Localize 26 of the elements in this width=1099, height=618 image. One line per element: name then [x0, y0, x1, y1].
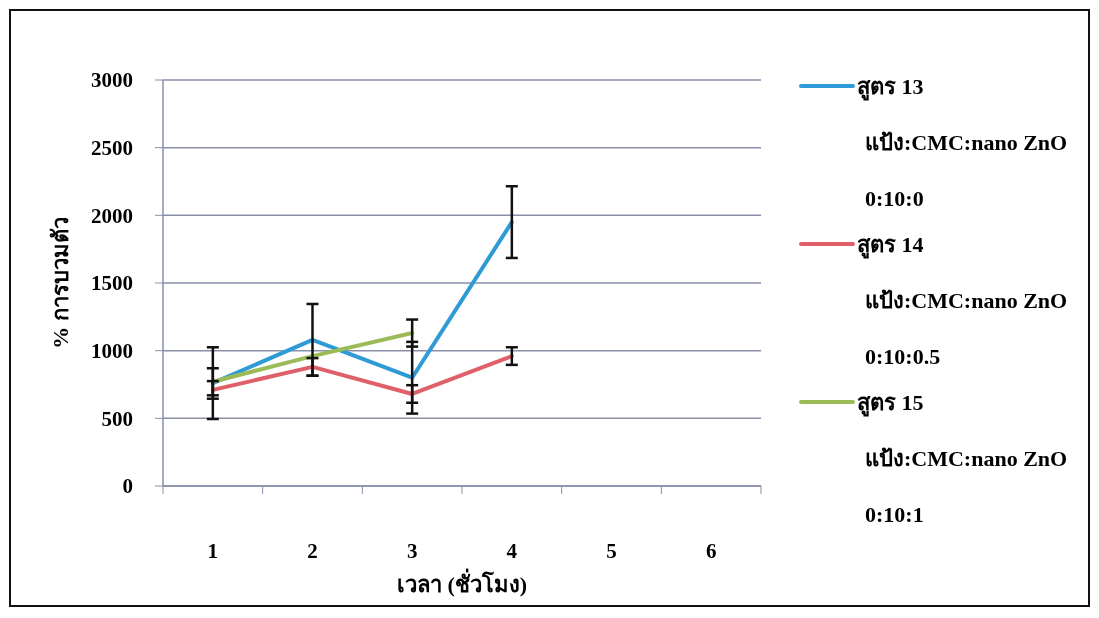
- text: 0:10:0.5: [865, 343, 941, 369]
- text: 0:10:1: [865, 501, 924, 527]
- line-series: [210, 220, 514, 386]
- x-tick-label: 6: [705, 539, 717, 563]
- legend-label: สูตร 15: [857, 389, 924, 417]
- text: แป้ง:CMC:nano ZnO: [865, 129, 1068, 155]
- x-axis-title: เวลา (ชั่วโมง): [396, 568, 528, 597]
- x-tick-label: 5: [606, 539, 617, 563]
- legend-label: สูตร 14: [857, 231, 924, 259]
- y-tick-label: 3000: [91, 68, 133, 93]
- x-tick-label: 2: [307, 539, 318, 563]
- legend-label: สูตร 13: [857, 73, 924, 101]
- y-axis-title: % การบวมตัว: [48, 217, 73, 349]
- text: 0:10:0: [865, 185, 924, 211]
- x-tick-label: 3: [406, 539, 418, 563]
- x-tick-label: 4: [506, 539, 518, 563]
- y-tick-label: 1500: [91, 271, 133, 296]
- y-tick-label: 2500: [91, 136, 133, 161]
- text: แป้ง:CMC:nano ZnO: [865, 445, 1068, 471]
- y-tick-label: 0: [122, 474, 133, 499]
- y-tick-label: 1000: [91, 339, 133, 364]
- text: แป้ง:CMC:nano ZnO: [865, 287, 1068, 313]
- line-series: [210, 354, 514, 396]
- y-tick-label: 2000: [91, 203, 133, 228]
- x-tick-label: 1: [207, 539, 219, 563]
- y-tick-label: 500: [101, 406, 133, 431]
